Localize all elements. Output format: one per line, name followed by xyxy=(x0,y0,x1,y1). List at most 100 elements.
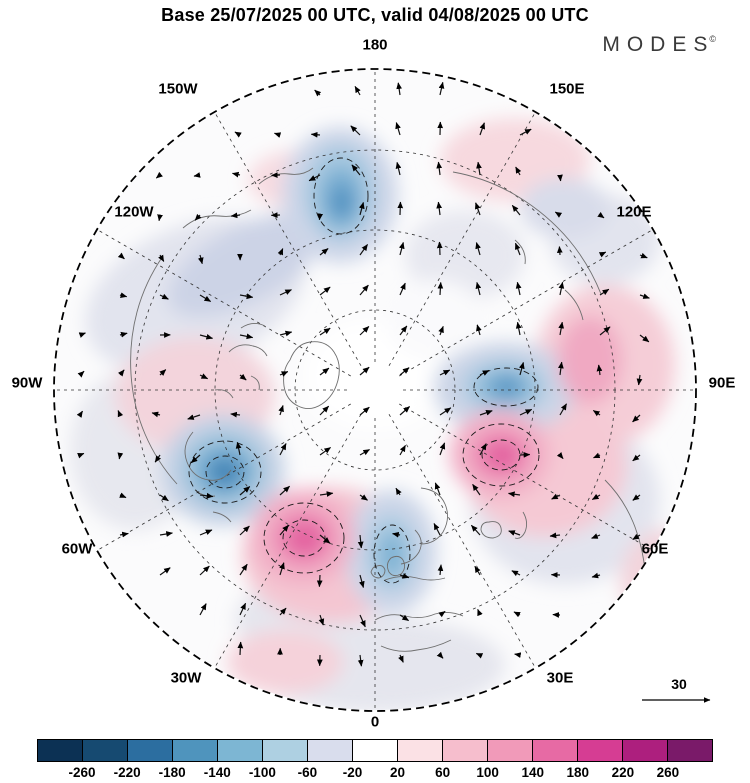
wind-arrow xyxy=(359,284,369,296)
wind-arrow xyxy=(399,445,406,456)
colorbar-cell xyxy=(217,740,262,761)
reference-vector-label: 30 xyxy=(671,676,687,692)
wind-arrow xyxy=(395,122,401,136)
wind-arrow xyxy=(357,534,364,549)
lon-label-120e: 120E xyxy=(616,203,652,221)
wind-arrow xyxy=(119,492,127,499)
wind-arrow xyxy=(119,292,128,298)
wind-arrow xyxy=(199,603,207,616)
wind-arrow xyxy=(439,407,452,416)
wind-arrow xyxy=(319,286,331,296)
colorbar-tick: 180 xyxy=(566,765,590,780)
wind-arrow xyxy=(318,614,325,626)
wind-arrow xyxy=(159,369,167,376)
colorbar-ticks: -260 -220 -180 -140 -100 -60 -20 20 60 100 140 180 2… xyxy=(37,765,713,783)
wind-arrow xyxy=(557,174,563,182)
colorbar-cell xyxy=(532,740,577,761)
wind-arrow xyxy=(513,611,521,618)
wind-arrow xyxy=(357,654,364,667)
wind-arrow xyxy=(319,446,331,456)
wind-arrow xyxy=(515,321,522,336)
colorbar-cell xyxy=(577,740,622,761)
wind-arrow xyxy=(239,525,250,536)
wind-arrow xyxy=(396,82,402,96)
lon-label-60e: 60E xyxy=(641,540,669,558)
colorbar-tick: 220 xyxy=(611,765,635,780)
wind-arrow xyxy=(239,563,248,576)
colorbar-cells xyxy=(37,739,713,762)
anomaly-field xyxy=(55,70,695,710)
wind-arrow xyxy=(476,324,482,336)
colorbar-cell xyxy=(667,740,712,761)
wind-arrow xyxy=(359,244,369,256)
colorbar-tick: -20 xyxy=(342,765,363,780)
wind-arrow xyxy=(436,161,443,176)
map-canvas xyxy=(53,68,697,712)
wind-arrow xyxy=(551,493,561,500)
wind-arrow xyxy=(234,131,242,138)
wind-arrow xyxy=(434,482,441,496)
wind-arrow xyxy=(235,441,242,456)
wind-arrow xyxy=(593,452,601,459)
wind-arrow xyxy=(476,161,482,176)
wind-arrow xyxy=(511,204,521,216)
modes-logo: MODES© xyxy=(602,33,716,57)
wind-arrow xyxy=(319,327,331,336)
wind-arrow xyxy=(437,564,444,576)
wind-arrow xyxy=(279,371,289,377)
wind-arrow xyxy=(278,405,284,416)
wind-arrow xyxy=(632,414,641,423)
wind-arrow xyxy=(398,654,404,663)
wind-arrow xyxy=(433,523,441,536)
wind-arrow xyxy=(591,493,601,501)
wind-arrows xyxy=(76,81,650,667)
lon-label-0: 0 xyxy=(370,713,380,731)
wind-arrow xyxy=(117,252,125,260)
wind-arrow xyxy=(558,361,564,376)
colorbar-cell xyxy=(307,740,352,761)
wind-arrow xyxy=(554,211,563,218)
wind-arrow xyxy=(76,410,84,418)
wind-arrow xyxy=(514,242,521,256)
wind-arrow xyxy=(199,492,214,499)
wind-arrow xyxy=(598,251,607,258)
wind-arrow xyxy=(592,409,601,417)
wind-arrow xyxy=(239,602,247,616)
wind-arrow xyxy=(392,531,401,538)
wind-arrow xyxy=(395,161,402,176)
wind-arrow xyxy=(436,201,443,216)
wind-arrow xyxy=(359,448,370,456)
page-title: Base 25/07/2025 00 UTC, valid 04/08/2025… xyxy=(161,5,589,25)
lon-label-150w: 150W xyxy=(158,80,198,98)
wind-arrow xyxy=(359,614,366,628)
wind-arrow xyxy=(157,214,163,222)
wind-arrow xyxy=(475,281,482,296)
wind-arrow xyxy=(599,288,610,296)
colorbar-tick: -100 xyxy=(248,765,276,780)
wind-arrow xyxy=(596,364,603,376)
wind-arrow xyxy=(117,410,124,418)
lon-label-60w: 60W xyxy=(61,540,93,558)
colorbar-cell xyxy=(262,740,307,761)
colorbar-tick: 260 xyxy=(656,765,680,780)
wind-arrow xyxy=(436,651,444,659)
colorbar-cell xyxy=(397,740,442,761)
wind-arrow xyxy=(358,202,365,216)
wind-arrow xyxy=(475,652,484,659)
wind-arrow xyxy=(474,202,481,216)
wind-arrow xyxy=(354,86,361,96)
lon-label-30e: 30E xyxy=(546,669,574,687)
wind-arrow xyxy=(439,369,451,376)
wind-arrow xyxy=(508,491,521,498)
wind-arrow xyxy=(359,494,368,501)
wind-arrow xyxy=(439,442,446,456)
colorbar-cell xyxy=(442,740,487,761)
wind-arrow xyxy=(479,122,486,136)
wind-arrow xyxy=(359,366,370,376)
wind-arrow xyxy=(479,443,487,456)
wind-arrow xyxy=(279,485,291,496)
colorbar-cell xyxy=(352,740,397,761)
wind-arrow xyxy=(230,411,241,418)
wind-arrow xyxy=(317,213,324,221)
